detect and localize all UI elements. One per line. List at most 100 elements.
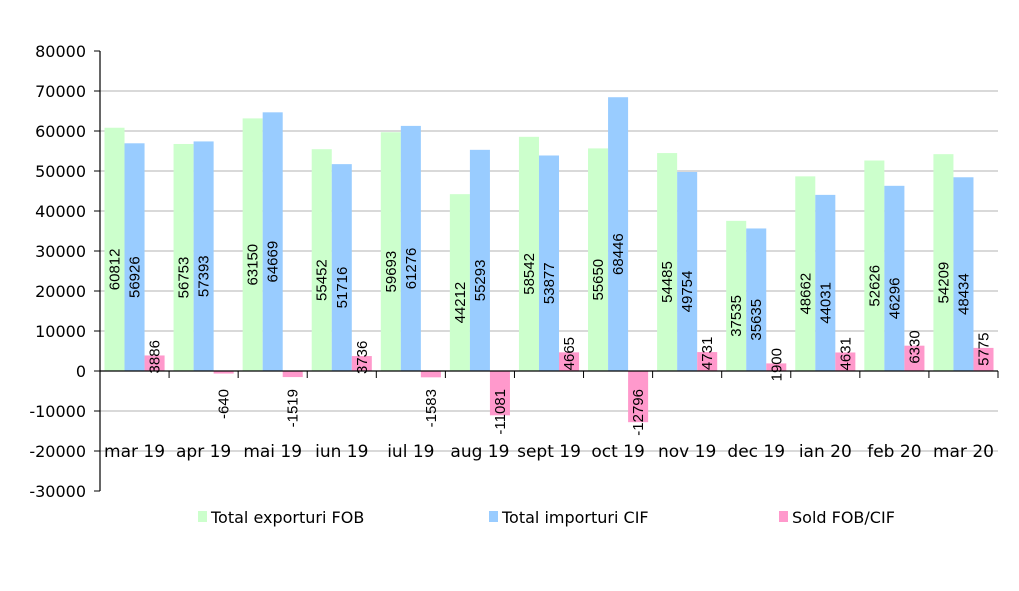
- data-label: 58542: [521, 253, 538, 295]
- bar-imports: [193, 141, 214, 371]
- data-label: 60812: [107, 249, 124, 291]
- data-label: 59693: [383, 251, 400, 293]
- y-tick-label: 70000: [35, 82, 86, 101]
- y-tick-label: -30000: [29, 482, 86, 501]
- data-labels: 60812 56753 63150 55452 59693 44212 58542 55650…: [107, 233, 993, 435]
- y-tick-label: 0: [76, 362, 86, 381]
- bar-imports: [608, 97, 629, 371]
- bar-exports: [933, 154, 954, 371]
- data-label: 46296: [886, 278, 903, 320]
- bar-balance: [973, 347, 994, 371]
- data-label: 4631: [837, 337, 854, 370]
- legend-swatch: [198, 511, 207, 522]
- x-tick-label: aug 19: [450, 442, 509, 462]
- legend-swatch: [779, 511, 788, 522]
- data-label: 44031: [817, 282, 834, 324]
- data-label: 61276: [403, 248, 420, 290]
- bar-balance: [282, 371, 303, 378]
- x-tick-label: nov 19: [658, 442, 716, 462]
- bar-exports: [173, 143, 194, 371]
- y-tick-label: -20000: [29, 442, 86, 461]
- bar-balance: [489, 371, 510, 416]
- data-label: 57393: [196, 255, 213, 297]
- x-tick-label: ian 20: [799, 442, 852, 462]
- y-tick-label: 60000: [35, 122, 86, 141]
- bar-balance: [697, 352, 718, 371]
- legend-label: Total importuri CIF: [501, 508, 649, 527]
- bar-imports: [262, 112, 283, 371]
- bar-exports: [449, 194, 470, 371]
- bar-exports: [311, 149, 332, 371]
- bar-exports: [242, 118, 263, 372]
- bar-balance: [351, 356, 372, 371]
- x-axis-ticks: mar 19 apr 19 mai 19 iun 19 iul 19 aug 19 sept…: [99, 371, 999, 462]
- bar-imports: [400, 125, 421, 372]
- data-label: 64669: [265, 241, 282, 283]
- data-label: -640: [216, 389, 233, 419]
- bar-imports: [815, 194, 836, 371]
- axes: [99, 51, 998, 491]
- data-label: 68446: [610, 233, 627, 275]
- x-tick-label: oct 19: [591, 442, 644, 462]
- data-label: 44212: [452, 282, 469, 324]
- bars: [104, 97, 994, 423]
- bar-exports: [864, 160, 885, 371]
- data-label: 4731: [699, 337, 716, 370]
- x-tick-label: apr 19: [176, 442, 231, 462]
- data-label: 53877: [541, 262, 558, 304]
- data-label: 1900: [768, 348, 785, 381]
- data-label: -1519: [285, 389, 302, 427]
- data-label: 63150: [245, 244, 262, 286]
- y-tick-label: -10000: [29, 402, 86, 421]
- data-label: 55293: [472, 260, 489, 302]
- bar-balance: [420, 371, 441, 378]
- bar-imports: [331, 164, 352, 371]
- bar-balance: [835, 352, 856, 371]
- bar-exports: [104, 127, 125, 371]
- data-label: 6330: [906, 330, 923, 363]
- data-label: 54209: [935, 262, 952, 304]
- y-tick-label: 50000: [35, 162, 86, 181]
- data-label: 55452: [314, 259, 331, 301]
- bar-imports: [124, 143, 145, 371]
- bar-imports: [746, 228, 767, 371]
- data-label: -12796: [630, 389, 647, 436]
- bar-balance: [766, 363, 787, 371]
- bar-imports: [953, 177, 974, 371]
- bar-balance: [628, 371, 649, 423]
- legend: Total exporturi FOB Total importuri CIF So…: [198, 508, 895, 527]
- y-tick-label: 40000: [35, 202, 86, 221]
- data-label: 48434: [955, 273, 972, 315]
- data-label: 56753: [176, 257, 193, 299]
- x-tick-label: dec 19: [727, 442, 785, 462]
- x-tick-label: mai 19: [243, 442, 302, 462]
- bar-exports: [657, 153, 678, 371]
- bar-exports: [380, 132, 401, 371]
- bar-imports: [538, 155, 560, 371]
- y-tick-label: 10000: [35, 322, 86, 341]
- data-label: 3886: [147, 340, 164, 373]
- data-label: 54485: [659, 261, 676, 303]
- data-label: 3736: [354, 341, 371, 374]
- data-label: 56926: [127, 256, 144, 298]
- data-label: 52626: [866, 265, 883, 307]
- data-label: -1583: [423, 389, 440, 427]
- x-tick-label: iul 19: [387, 442, 434, 462]
- bar-imports: [677, 171, 698, 371]
- data-label: 55650: [590, 259, 607, 301]
- y-tick-label: 30000: [35, 242, 86, 261]
- data-label: 35635: [748, 299, 765, 341]
- y-tick-label: 20000: [35, 282, 86, 301]
- bar-balance: [144, 355, 165, 371]
- y-tick-label: 80000: [35, 42, 86, 61]
- bar-exports: [518, 136, 539, 371]
- bar-exports: [588, 148, 609, 371]
- data-label: 5775: [975, 333, 992, 366]
- legend-label: Sold FOB/CIF: [792, 508, 895, 527]
- bar-balance: [213, 371, 234, 374]
- data-label: 37535: [728, 295, 745, 337]
- x-tick-label: sept 19: [517, 442, 581, 462]
- y-axis-ticks: -30000 -20000 -10000 0 10000 20000 30000 40000 5…: [29, 42, 100, 501]
- bar-balance: [559, 352, 580, 371]
